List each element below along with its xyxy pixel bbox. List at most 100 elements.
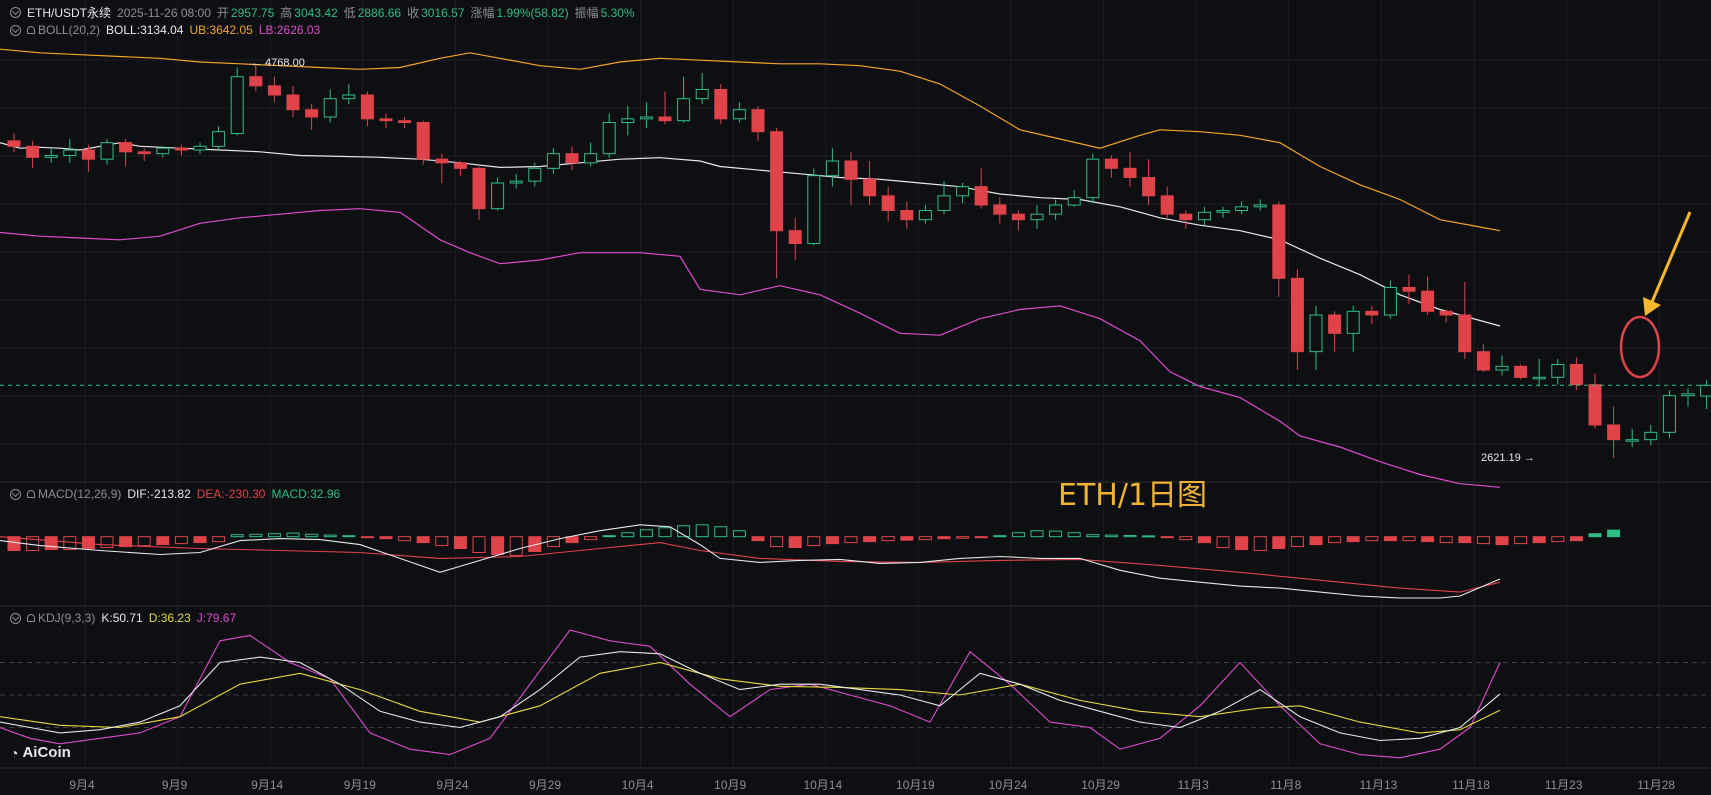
bar-datetime: 2025-11-26 08:00 <box>117 5 211 20</box>
macd-histogram-bar <box>1123 534 1137 538</box>
candle-body <box>156 147 170 155</box>
macd-dif-value: DIF:-213.82 <box>127 487 191 501</box>
candle-body <box>342 94 356 100</box>
collapse-icon[interactable] <box>10 488 21 500</box>
low-value: 2886.66 <box>357 5 402 20</box>
boll-lower-band <box>0 208 1501 488</box>
candle-body <box>137 151 151 155</box>
macd-histogram-bar <box>1514 536 1528 545</box>
candle-body <box>81 149 95 160</box>
x-axis-tick-label: 10月9 <box>714 778 747 792</box>
candle-body <box>230 76 244 134</box>
macd-histogram-bar <box>509 536 523 556</box>
macd-histogram-bar <box>584 536 598 541</box>
macd-histogram-bar <box>528 536 542 553</box>
close-label: 收 <box>407 6 420 20</box>
macd-histogram-bar <box>305 533 319 538</box>
candle-body <box>937 195 951 211</box>
candle-body <box>658 116 672 122</box>
collapse-icon[interactable] <box>10 24 21 36</box>
x-axis-tick-label: 11月13 <box>1359 778 1398 792</box>
candle-body <box>305 109 319 118</box>
macd-histogram-bar <box>1086 534 1100 538</box>
candle-body <box>993 204 1007 215</box>
kdj-name[interactable]: KDJ(9,3,3) <box>38 611 96 625</box>
candle-body <box>193 145 207 151</box>
macd-histogram-bar <box>1011 532 1025 538</box>
collapse-icon[interactable] <box>10 612 21 624</box>
macd-histogram-bar <box>44 536 58 551</box>
macd-histogram-bar <box>212 536 226 543</box>
kdj-j-value: J:79.67 <box>196 611 237 625</box>
candle-body <box>1160 195 1174 215</box>
macd-histogram-bar <box>453 536 467 550</box>
candle-body <box>1495 365 1509 371</box>
symbol-name[interactable]: ETH/USDT永续 <box>27 6 112 20</box>
macd-histogram-bar <box>1235 536 1249 551</box>
candle-body <box>546 153 560 169</box>
bell-icon[interactable] <box>27 614 35 622</box>
candle-body <box>1458 314 1472 353</box>
boll-upper-band <box>0 48 1501 232</box>
price-pane <box>0 48 1711 488</box>
candle-body <box>770 131 784 232</box>
macd-legend: MACD(12,26,9) DIF:-213.82 DEA:-230.30 MA… <box>10 487 340 501</box>
macd-histogram-bar <box>732 530 746 538</box>
candle-body <box>1216 210 1230 213</box>
bell-icon[interactable] <box>27 26 35 34</box>
logo-text: AiCoin <box>22 744 71 761</box>
macd-histogram-bar <box>435 536 449 547</box>
macd-histogram-bar <box>7 536 21 552</box>
boll-name[interactable]: BOLL(20,2) <box>38 23 101 37</box>
macd-histogram-bar <box>1309 536 1323 546</box>
candle-body <box>1625 439 1639 442</box>
candle-body <box>807 175 821 245</box>
kdj-k-line <box>0 651 1501 742</box>
x-axis-tick-label: 11月3 <box>1177 778 1209 792</box>
macd-name[interactable]: MACD(12,26,9) <box>38 487 122 501</box>
pointer-arrowhead <box>1643 297 1661 316</box>
macd-histogram-bar <box>863 536 877 543</box>
candle-body <box>1402 287 1416 292</box>
candle-body <box>1607 424 1621 441</box>
candle-body <box>119 142 133 153</box>
candle-body <box>844 160 858 180</box>
collapse-icon[interactable] <box>10 7 21 18</box>
macd-histogram-bar <box>1328 536 1342 544</box>
candle-body <box>1662 395 1676 433</box>
candle-body <box>863 178 877 197</box>
macd-dif-line <box>0 524 1501 599</box>
macd-histogram-bar <box>416 536 430 544</box>
bell-icon[interactable] <box>27 490 35 498</box>
candle-body <box>1365 310 1379 316</box>
candle-body <box>1067 197 1081 206</box>
macd-histogram-bar <box>286 532 300 538</box>
macd-histogram-bar <box>379 536 393 540</box>
macd-histogram-bar <box>770 536 784 548</box>
open-value: 2957.75 <box>230 5 275 20</box>
macd-histogram-bar <box>137 536 151 547</box>
candle-body <box>751 109 765 133</box>
macd-histogram-bar <box>342 535 356 538</box>
macd-histogram-bar <box>974 536 988 539</box>
macd-histogram-bar <box>193 536 207 544</box>
macd-histogram-bar <box>1104 534 1118 538</box>
boll-lb-value: LB:2626.03 <box>258 23 321 37</box>
highlight-circle <box>1619 315 1661 379</box>
macd-histogram-bar <box>1532 536 1546 544</box>
x-axis-tick-label: 9月29 <box>528 778 562 792</box>
candle-body <box>453 162 467 169</box>
x-axis-tick-label: 9月24 <box>436 778 469 792</box>
candle-body <box>174 147 188 151</box>
candle-body <box>1235 206 1249 211</box>
x-axis-tick-label: 10月19 <box>896 778 935 792</box>
candle-body <box>286 94 300 111</box>
macd-histogram-bar <box>1197 536 1211 544</box>
macd-histogram-bar <box>602 535 616 538</box>
macd-histogram-bar <box>956 536 970 539</box>
boll-legend: BOLL(20,2) BOLL:3134.04 UB:3642.05 LB:26… <box>10 23 320 37</box>
macd-histogram-bar <box>81 536 95 550</box>
candle-body <box>1179 213 1193 221</box>
candle-body <box>639 116 653 120</box>
